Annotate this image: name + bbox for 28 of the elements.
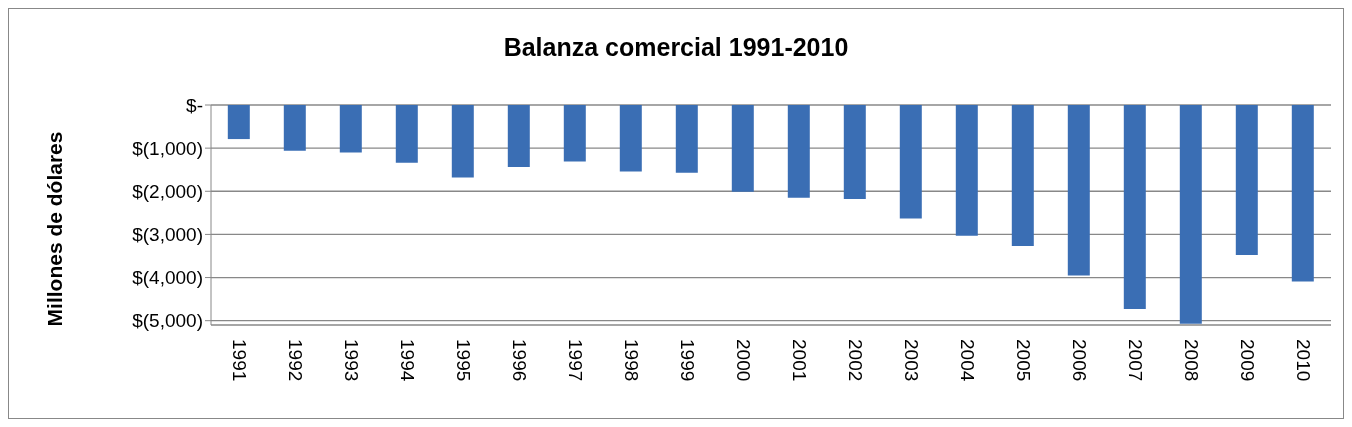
x-tick-label: 2003 <box>900 339 922 382</box>
x-tick-label: 2002 <box>844 339 866 382</box>
x-tick-label: 1997 <box>564 339 586 382</box>
x-tick-label: 2001 <box>788 339 810 382</box>
x-tick-label: 1992 <box>284 339 306 382</box>
x-tick-label: 2004 <box>956 339 978 382</box>
x-tick-label: 1991 <box>228 339 250 382</box>
y-tick-label: $- <box>186 94 203 116</box>
y-tick-label: $(2,000) <box>132 181 203 203</box>
x-tick-label: 1995 <box>452 339 474 382</box>
x-tick-label: 2010 <box>1292 339 1314 382</box>
x-tick-label: 1996 <box>508 339 530 382</box>
x-tick-label: 2009 <box>1236 339 1258 382</box>
chart-title: Balanza comercial 1991-2010 <box>502 33 850 62</box>
y-tick-label: $(3,000) <box>132 224 203 246</box>
x-tick-label: 2007 <box>1124 339 1146 382</box>
y-tick-label: $(4,000) <box>132 267 203 289</box>
x-tick-label: 1993 <box>340 339 362 382</box>
x-tick-label: 1999 <box>676 339 698 382</box>
y-axis-title: Millones de dólares <box>43 131 67 327</box>
x-tick-label: 2005 <box>1012 339 1034 382</box>
x-tick-label: 2006 <box>1068 339 1090 382</box>
x-tick-label: 1998 <box>620 339 642 382</box>
x-tick-label: 2008 <box>1180 339 1202 382</box>
x-tick-label: 2000 <box>732 339 754 382</box>
x-tick-label: 1994 <box>396 339 418 382</box>
y-tick-label: $(5,000) <box>132 310 203 332</box>
y-tick-label: $(1,000) <box>132 137 203 159</box>
